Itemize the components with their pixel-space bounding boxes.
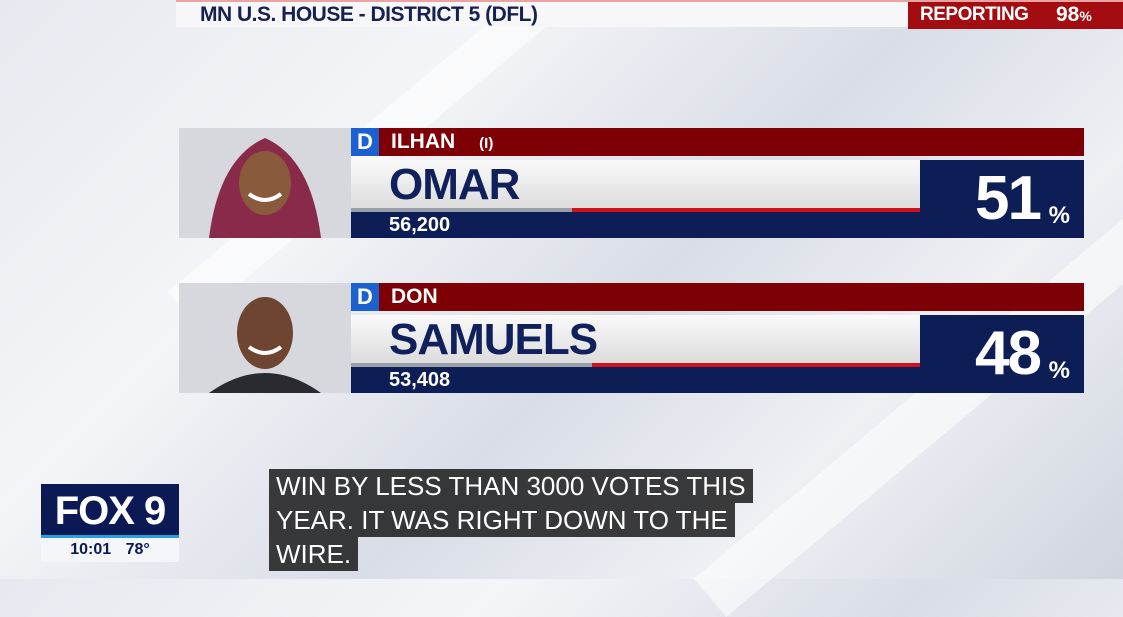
first-name-bar: ILHAN (I) [379,128,1084,156]
last-name: SAMUELS [351,315,920,364]
last-name: OMAR [351,160,920,209]
vote-percent: 48% [920,315,1084,393]
vote-share-bar [351,208,920,212]
temperature: 78° [125,541,150,558]
first-name-bar: DON [379,283,1084,311]
vote-percent: 51% [920,160,1084,238]
race-title: MN U.S. HOUSE - DISTRICT 5 (DFL) [200,3,538,26]
reporting-box: REPORTING 98% [908,2,1123,29]
party-badge: D [351,128,379,156]
candidate-photo [179,128,351,238]
party-badge: D [351,283,379,311]
time: 10:01 [70,541,112,558]
caption-line: WIN BY LESS THAN 3000 VOTES THIS [269,469,753,503]
reporting-label: REPORTING [920,4,1029,25]
fox9-logo: FOX 9 10:01 78° [41,484,179,562]
candidate-omar: D ILHAN (I) OMAR 56,200 51% [179,128,1084,238]
vote-share-fill [592,363,920,367]
race-header: MN U.S. HOUSE - DISTRICT 5 (DFL) REPORTI… [176,0,1123,29]
candidate-samuels: D DON SAMUELS 53,408 48% [179,283,1084,393]
reporting-value: 98% [1056,3,1092,26]
time-temp: 10:01 78° [41,538,179,562]
brand-name: FOX 9 [41,484,179,538]
caption-line: YEAR. IT WAS RIGHT DOWN TO THE [269,503,735,537]
candidate-photo [179,283,351,393]
closed-captions: WIN BY LESS THAN 3000 VOTES THIS YEAR. I… [269,469,789,571]
vote-share-fill [571,208,920,212]
vote-share-bar [351,363,920,367]
caption-line: WIRE. [269,537,359,571]
incumbent-tag: (I) [479,135,494,152]
